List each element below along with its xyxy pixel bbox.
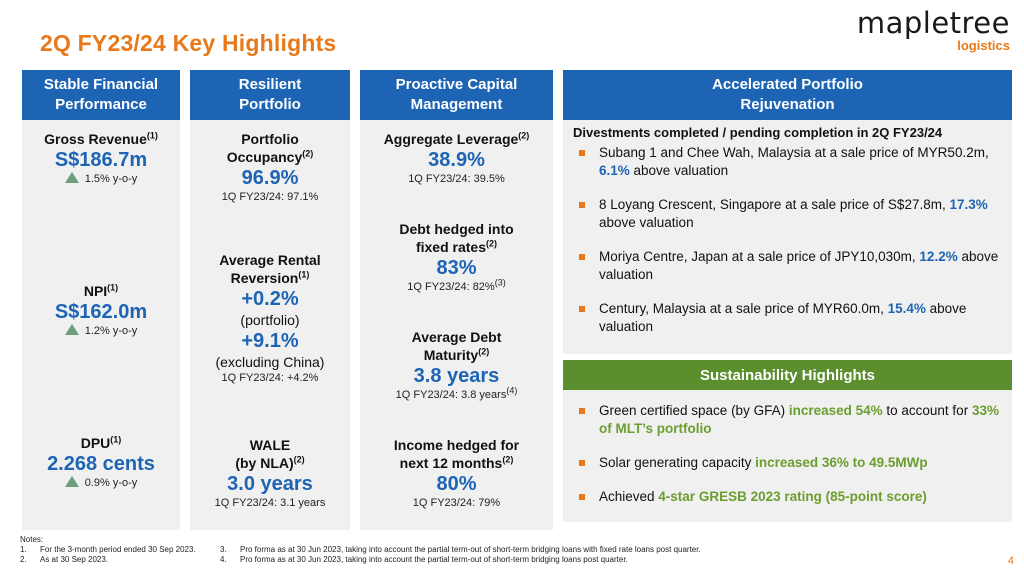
income-hedged-value: 80%	[436, 473, 477, 495]
debt-maturity-value: 3.8 years	[413, 365, 500, 387]
capital-header: Proactive Capital Management	[360, 70, 553, 120]
debt-hedged-block: Debt hedged into fixed rates(2) 83% 1Q F…	[360, 220, 553, 295]
occupancy-value: 96.9%	[241, 167, 299, 189]
bullet-square-icon	[579, 460, 585, 466]
reversion-ex-china-value: +9.1%	[241, 330, 299, 352]
wale-value: 3.0 years	[227, 473, 313, 495]
leverage-value: 38.9%	[428, 149, 485, 171]
leverage-block: Aggregate Leverage(2) 38.9% 1Q FY23/24: …	[360, 130, 553, 187]
sustainability-body: Green certified space (by GFA) increased…	[563, 390, 1012, 522]
portfolio-column: Resilient Portfolio Portfolio Occupancy(2…	[190, 70, 350, 530]
bullet-square-icon	[579, 150, 585, 156]
portfolio-header: Resilient Portfolio	[190, 70, 350, 120]
divestment-item: Subang 1 and Chee Wah, Malaysia at a sal…	[573, 144, 1002, 180]
footnote: 4. Pro forma as at 30 Jun 2023, taking in…	[220, 555, 628, 564]
rejuvenation-header: Accelerated Portfolio Rejuvenation	[563, 70, 1012, 120]
divestments-subhead: Divestments completed / pending completi…	[573, 125, 943, 140]
reversion-portfolio-value: +0.2%	[241, 288, 299, 310]
financial-header: Stable Financial Performance	[22, 70, 180, 120]
dpu-value: 2.268 cents	[47, 453, 155, 475]
footnote: 1. For the 3-month period ended 30 Sep 20…	[20, 545, 196, 554]
rental-reversion-block: Average Rental Reversion(1) +0.2% (portf…	[190, 251, 350, 386]
gross-revenue-block: Gross Revenue(1) S$186.7m 1.5% y-o-y	[22, 130, 180, 187]
npi-value: S$162.0m	[54, 301, 148, 323]
footnote: 3. Pro forma as at 30 Jun 2023, taking in…	[220, 545, 701, 554]
rejuvenation-body: Divestments completed / pending completi…	[563, 120, 1012, 354]
page-number: 4	[1007, 555, 1014, 567]
gross-revenue-value: S$186.7m	[54, 149, 148, 171]
debt-maturity-block: Average Debt Maturity(2) 3.8 years 1Q FY…	[360, 328, 553, 403]
footnotes-right: 3. Pro forma as at 30 Jun 2023, taking in…	[220, 545, 701, 565]
company-logo: mapletree logistics	[857, 6, 1010, 53]
occupancy-block: Portfolio Occupancy(2) 96.9% 1Q FY23/24:…	[190, 130, 350, 205]
financial-column: Stable Financial Performance Gross Revenu…	[22, 70, 180, 530]
npi-block: NPI(1) S$162.0m 1.2% y-o-y	[22, 282, 180, 339]
bullet-square-icon	[579, 408, 585, 414]
logo-sub: logistics	[957, 38, 1010, 53]
up-triangle-icon	[64, 172, 79, 183]
sustainability-item: Solar generating capacity increased 36% …	[573, 454, 1002, 472]
logo-brand: mapletree	[856, 6, 1010, 40]
capital-column: Proactive Capital Management Aggregate Le…	[360, 70, 553, 530]
divestment-item: Century, Malaysia at a sale price of MYR…	[573, 300, 1002, 336]
up-triangle-icon	[64, 324, 79, 335]
debt-hedged-value: 83%	[436, 257, 477, 279]
divestment-item: 8 Loyang Crescent, Singapore at a sale p…	[573, 196, 1002, 232]
income-hedged-block: Income hedged for next 12 months(2) 80% …	[360, 436, 553, 511]
dpu-block: DPU(1) 2.268 cents 0.9% y-o-y	[22, 434, 180, 491]
up-triangle-icon	[64, 476, 79, 487]
footnotes-left: Notes: 1. For the 3-month period ended 30…	[20, 535, 196, 565]
sustainability-item: Achieved 4-star GRESB 2023 rating (85-po…	[573, 488, 1002, 506]
bullet-square-icon	[579, 254, 585, 260]
wale-block: WALE (by NLA)(2) 3.0 years 1Q FY23/24: 3…	[190, 436, 350, 511]
slide-title: 2Q FY23/24 Key Highlights	[40, 30, 337, 56]
sustainability-item: Green certified space (by GFA) increased…	[573, 402, 1002, 438]
sustainability-header: Sustainability Highlights	[563, 360, 1012, 390]
footnote: 2. As at 30 Sep 2023.	[20, 555, 109, 564]
divestment-item: Moriya Centre, Japan at a sale price of …	[573, 248, 1002, 284]
bullet-square-icon	[579, 306, 585, 312]
bullet-square-icon	[579, 202, 585, 208]
notes-heading: Notes:	[20, 535, 44, 544]
bullet-square-icon	[579, 494, 585, 500]
rejuvenation-column: Accelerated Portfolio Rejuvenation Divest…	[563, 70, 1012, 522]
